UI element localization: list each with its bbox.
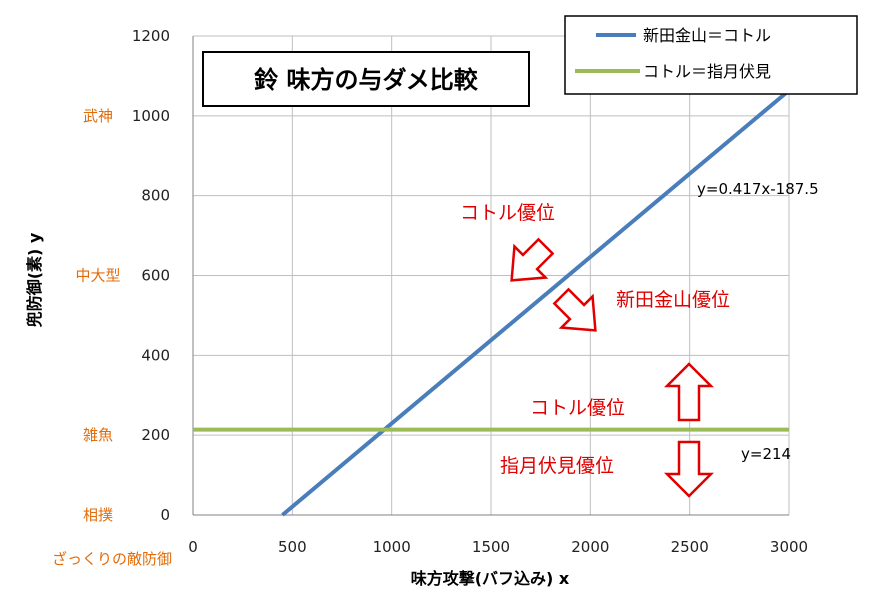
region-note-upper-right: 新田金山優位 (616, 289, 730, 311)
x-tick-label: 1000 (373, 538, 411, 556)
arrow-up-icon (663, 362, 715, 422)
y-axis-title: 兜防御(素) y (25, 232, 44, 327)
series-layer (193, 88, 791, 517)
arrow-up-left-icon (510, 237, 555, 282)
legend-box (564, 15, 858, 95)
x-tick-label: 1500 (472, 538, 510, 556)
region-note-upper-left: コトル優位 (460, 202, 555, 224)
blue-equation-label: y=0.417x-187.5 (697, 180, 819, 198)
y-tick-label: 800 (141, 187, 170, 205)
y-tick-label: 400 (141, 346, 170, 364)
x-axis-title: 味方攻撃(バフ込み) x (411, 569, 570, 588)
y-tick-label: 600 (141, 267, 170, 285)
tick-layer: 0 500 1000 1500 2000 2500 3000 0 200 400 600 800 100… (132, 27, 808, 556)
y-tick-label: 200 (141, 426, 170, 444)
title-box (202, 51, 530, 107)
arrow-down-icon (663, 440, 715, 498)
grid-layer (192, 35, 790, 516)
legend-label-green: コトル＝指月伏見 (643, 62, 771, 81)
region-note-middle: コトル優位 (530, 397, 625, 419)
region-note-lower: 指月伏見優位 (500, 455, 614, 477)
chart-title: 鈴 味方の与ダメ比較 (254, 66, 479, 94)
x-tick-label: 3000 (770, 538, 808, 556)
x-tick-label: 2000 (571, 538, 609, 556)
y-category-label: 中大型 (75, 267, 120, 285)
green-equation-label: y=214 (741, 445, 791, 463)
y-category-caption: ざっくりの敵防御 (52, 550, 172, 568)
x-tick-label: 500 (278, 538, 307, 556)
y-tick-label: 1000 (132, 107, 170, 125)
x-tick-label: 0 (188, 538, 198, 556)
y-tick-label: 1200 (132, 27, 170, 45)
arrow-down-right-icon (552, 287, 597, 332)
y-category-label: 相撲 (83, 506, 113, 524)
series-line-1 (281, 88, 791, 517)
y-category-label: 雑魚 (83, 426, 113, 444)
y-category-label: 武神 (83, 107, 113, 125)
x-tick-label: 2500 (671, 538, 709, 556)
legend-label-blue: 新田金山＝コトル (643, 26, 771, 45)
y-tick-label: 0 (160, 506, 170, 524)
